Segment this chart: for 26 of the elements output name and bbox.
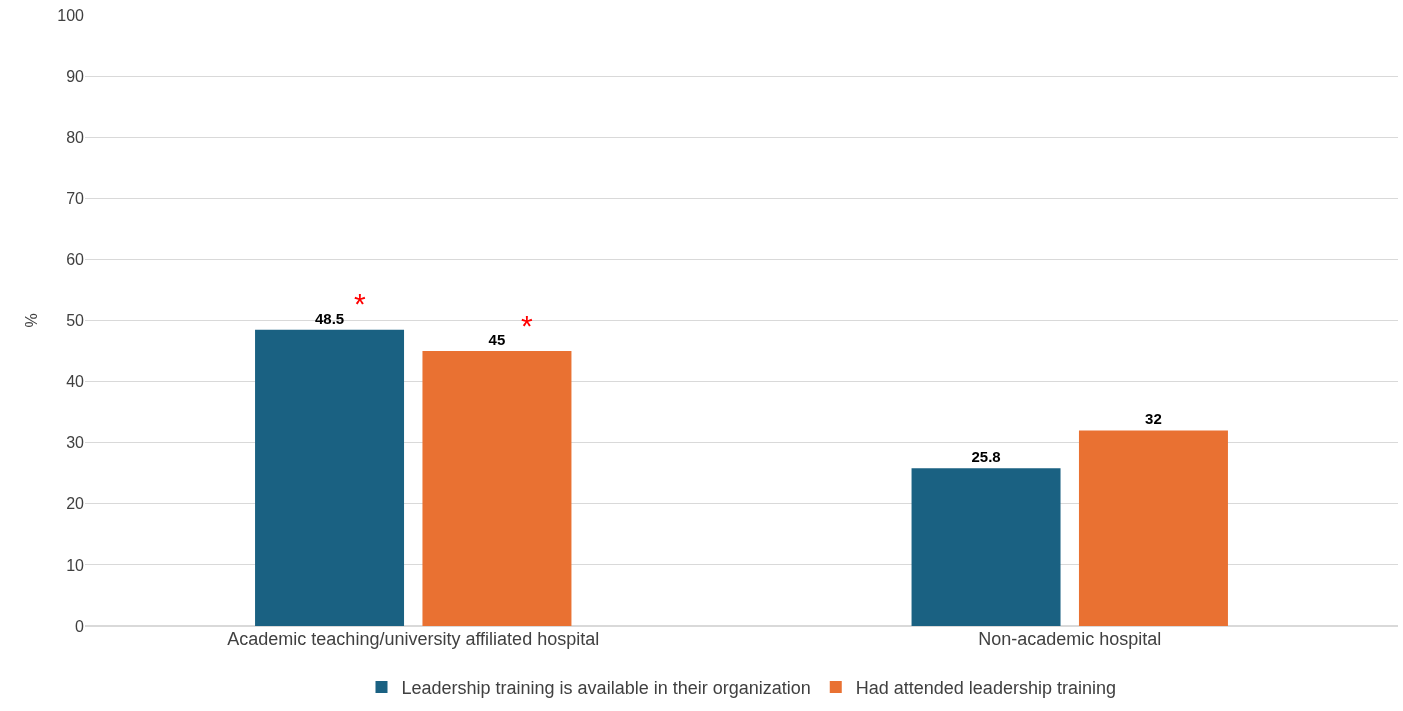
y-tick-label: 10 [66,556,85,574]
y-tick-label: 30 [66,434,85,452]
y-tick-label: 90 [66,67,85,85]
y-tick-label: 100 [57,6,85,24]
legend-label: Leadership training is available in their organization [401,677,811,698]
x-tick-label: Non-academic hospital [978,629,1162,649]
y-axis-title: % [23,313,41,328]
bar [1078,430,1228,626]
y-tick-label: 50 [66,312,85,330]
y-tick-label: 70 [66,189,85,207]
y-tick-label: 80 [66,128,85,146]
y-tick-label: 0 [75,617,85,635]
data-label: 48.5 [314,309,345,327]
y-tick-label: 60 [66,251,85,268]
bar [422,351,572,626]
data-label: 32 [1145,410,1162,428]
annotation: * [354,287,366,320]
data-label: 25.8 [971,448,1001,466]
bar [911,468,1061,626]
bar [255,329,405,626]
data-label: 45 [488,331,506,349]
legend-label: Had attended leadership training [855,677,1116,698]
y-tick-label: 40 [66,373,85,391]
x-tick-label: Academic teaching/university affiliated hospital [227,629,600,649]
annotation: * [521,309,533,342]
y-tick-label: 20 [66,495,85,513]
